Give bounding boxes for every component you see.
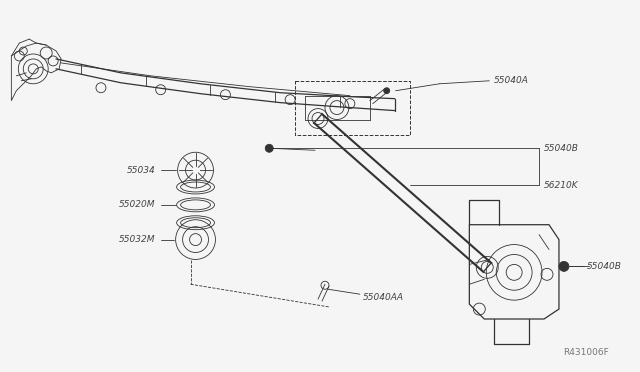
Text: 55034: 55034 <box>127 166 156 174</box>
Circle shape <box>384 88 390 94</box>
Text: 55040B: 55040B <box>544 144 579 153</box>
Text: 55040B: 55040B <box>587 262 621 271</box>
Circle shape <box>559 262 569 271</box>
Circle shape <box>265 144 273 152</box>
Text: 55040AA: 55040AA <box>363 293 404 302</box>
Text: 55032M: 55032M <box>119 235 156 244</box>
Text: 55020M: 55020M <box>119 201 156 209</box>
Text: 56210K: 56210K <box>544 180 579 189</box>
Text: R431006F: R431006F <box>563 348 609 357</box>
Text: 55040A: 55040A <box>494 76 529 85</box>
